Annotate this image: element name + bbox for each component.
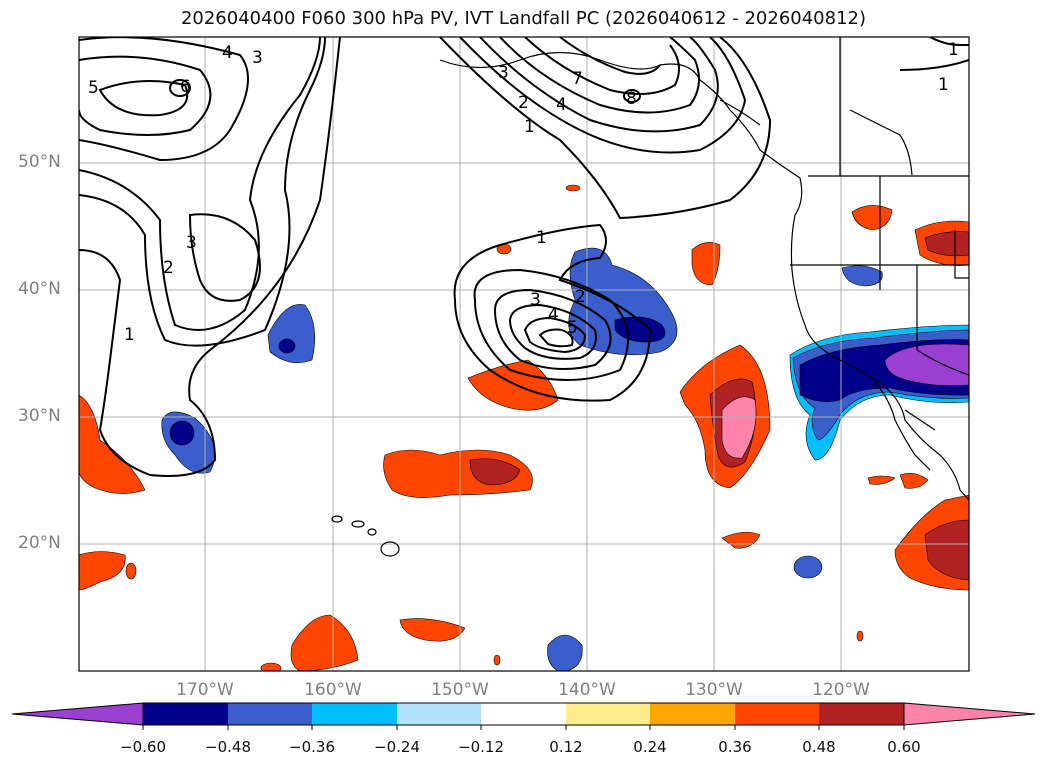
colorbar-tick-label: −0.12: [458, 738, 504, 756]
positive-anomaly-mid: [467, 359, 559, 411]
negative-anomaly-baja: [793, 555, 823, 579]
colorbar-bin: [735, 703, 819, 725]
hawaiian-islands: [331, 515, 400, 557]
colorbar-bin: [312, 703, 397, 725]
contour-label: 1: [536, 228, 547, 248]
pv-contours: [79, 37, 969, 477]
colorbar: [11, 702, 1036, 730]
positive-anomaly-small-3: [867, 475, 896, 485]
colorbar-tick-label: 0.36: [718, 738, 752, 756]
colorbar-tick-label: −0.36: [289, 738, 335, 756]
contour-label: 4: [222, 43, 233, 63]
colorbar-low-extension: [11, 702, 144, 726]
colorbar-tick-label: −0.48: [205, 738, 251, 756]
contour-label: 1: [124, 325, 135, 345]
coastlines: [439, 37, 969, 501]
positive-anomaly-mexico-core: [924, 519, 969, 581]
colorbar-tick-label: −0.24: [374, 738, 420, 756]
lon-label: 150°W: [431, 680, 489, 700]
lon-label: 160°W: [304, 680, 362, 700]
negative-anomaly-south: [547, 634, 583, 671]
contour-label: 5: [567, 318, 578, 338]
contour-label: 2: [163, 258, 174, 278]
alaska-panhandle: [719, 37, 841, 176]
map-frame: [78, 36, 970, 672]
contour-label: 2: [518, 93, 529, 113]
positive-anomaly-west-coast: [79, 394, 146, 494]
contour-label: 6: [180, 77, 191, 97]
contour-label: 3: [530, 290, 541, 310]
contour-label: 1: [524, 117, 535, 137]
positive-anomaly-central-south-core: [469, 458, 521, 486]
contour-label: 7: [572, 69, 583, 89]
positive-anomaly-south: [290, 614, 359, 671]
lon-label: 120°W: [812, 680, 870, 700]
lon-label: 130°W: [685, 680, 743, 700]
negative-anomaly-hawaii-nw-core: [278, 338, 296, 354]
negative-anomaly-california-peak: [884, 343, 969, 386]
map-title: 2026040400 F060 300 hPa PV, IVT Landfall…: [180, 8, 867, 29]
colorbar-tick-label: −0.60: [120, 738, 166, 756]
positive-anomaly-southwest: [79, 551, 126, 591]
contour-label: 3: [498, 63, 509, 83]
colorbar-bin: [228, 703, 312, 725]
us-state-lines: [790, 109, 969, 376]
contour-label: 3: [186, 233, 197, 253]
positive-anomaly-small-2: [899, 473, 929, 489]
contour-label: 4: [556, 95, 567, 115]
positive-anomaly-north-idaho: [851, 205, 893, 231]
colorbar-tick-label: 0.24: [633, 738, 667, 756]
contour-label: 4: [548, 305, 559, 325]
colorbar-bin: [481, 703, 566, 725]
contour-label: 5: [88, 78, 99, 98]
colorbar-bin: [819, 703, 904, 725]
lon-label: 170°W: [176, 680, 234, 700]
colorbar-tick-label: 0.60: [887, 738, 921, 756]
north-america-coast: [439, 51, 969, 501]
colorbar-tick-label: 0.48: [802, 738, 836, 756]
colorbar-bin: [566, 703, 650, 725]
contour-label: 3: [252, 48, 263, 68]
lon-label: 140°W: [558, 680, 616, 700]
positive-anomaly-offshore-core: [721, 396, 757, 459]
contour-label: 1: [948, 40, 959, 60]
colorbar-high-extension: [903, 702, 1036, 726]
positive-anomaly-small-5: [565, 184, 581, 192]
lat-label: 40°N: [18, 279, 61, 299]
colorbar-bin: [397, 703, 481, 725]
positive-anomaly-small-7: [260, 662, 282, 671]
positive-anomaly-small-8: [493, 654, 501, 666]
colorbar-bin: [143, 703, 228, 725]
negative-anomaly-west-core: [169, 420, 195, 446]
positive-anomaly-south-2: [399, 618, 466, 642]
map-panel: 5 6 4 3 3 2 1 7 4 8 1 1 3 2 1 1 3 2 4 5: [79, 37, 969, 671]
contour-label: 2: [575, 287, 586, 307]
positive-anomaly-oregon-offshore: [691, 242, 721, 286]
lat-label: 30°N: [18, 406, 61, 426]
contour-label: 1: [938, 75, 949, 95]
lat-label: 20°N: [18, 533, 61, 553]
baja-california: [874, 381, 936, 471]
positive-anomaly-small-6: [125, 562, 137, 580]
lat-label: 50°N: [18, 152, 61, 172]
colorbar-bin: [650, 703, 735, 725]
colorbar-tick-label: 0.12: [549, 738, 583, 756]
positive-anomaly-montana-core: [924, 231, 969, 257]
positive-anomaly-small-9: [856, 630, 864, 642]
ivt-shading: [79, 184, 969, 671]
contour-labels: 5 6 4 3 3 2 1 7 4 8 1 1 3 2 1 1 3 2 4 5: [88, 40, 959, 345]
contour-label: 8: [626, 89, 637, 109]
negative-anomaly-idaho: [841, 265, 883, 287]
